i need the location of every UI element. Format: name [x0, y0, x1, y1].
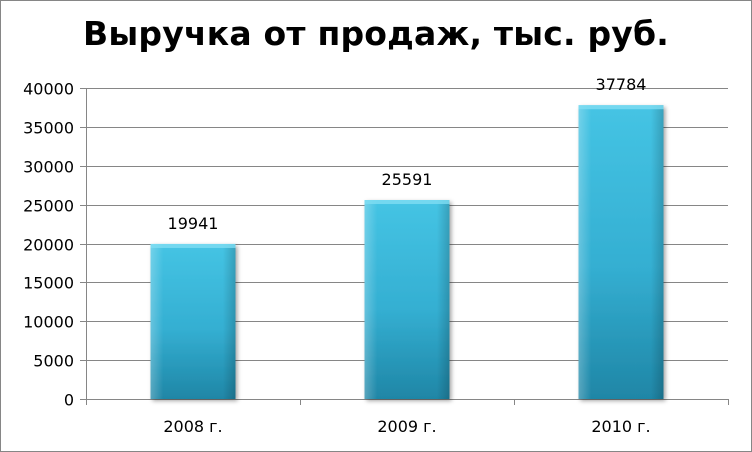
bar: [364, 200, 450, 399]
bar-top-bevel: [150, 243, 236, 248]
x-category-label: 2009 г.: [377, 417, 436, 436]
y-tick-label: 10000: [23, 313, 74, 332]
axes: [80, 88, 729, 405]
data-label: 37784: [596, 75, 647, 94]
y-tick-label: 15000: [23, 274, 74, 293]
y-tick-label: 35000: [23, 119, 74, 138]
bar-shading: [364, 200, 450, 399]
y-tick-label: 20000: [23, 236, 74, 255]
data-label: 19941: [168, 214, 219, 233]
data-label: 25591: [382, 170, 433, 189]
y-tick-label: 40000: [23, 80, 74, 99]
chart-title: Выручка от продаж, тыс. руб.: [83, 14, 669, 53]
y-tick-label: 0: [64, 391, 74, 410]
x-category-label: 2008 г.: [163, 417, 222, 436]
bar-shading: [150, 243, 236, 399]
x-category-label: 2010 г.: [591, 417, 650, 436]
labels: 0 5000 10000 15000 20000 25000 30000 35000 40000…: [23, 75, 651, 436]
bar-top-bevel: [364, 200, 450, 205]
bar: [578, 105, 664, 399]
y-tick-label: 5000: [33, 352, 74, 371]
bar-top-bevel: [578, 105, 664, 110]
bars: [150, 105, 664, 399]
y-tick-label: 25000: [23, 197, 74, 216]
bar-shading: [578, 105, 664, 399]
y-tick-label: 30000: [23, 158, 74, 177]
bar: [150, 243, 236, 399]
